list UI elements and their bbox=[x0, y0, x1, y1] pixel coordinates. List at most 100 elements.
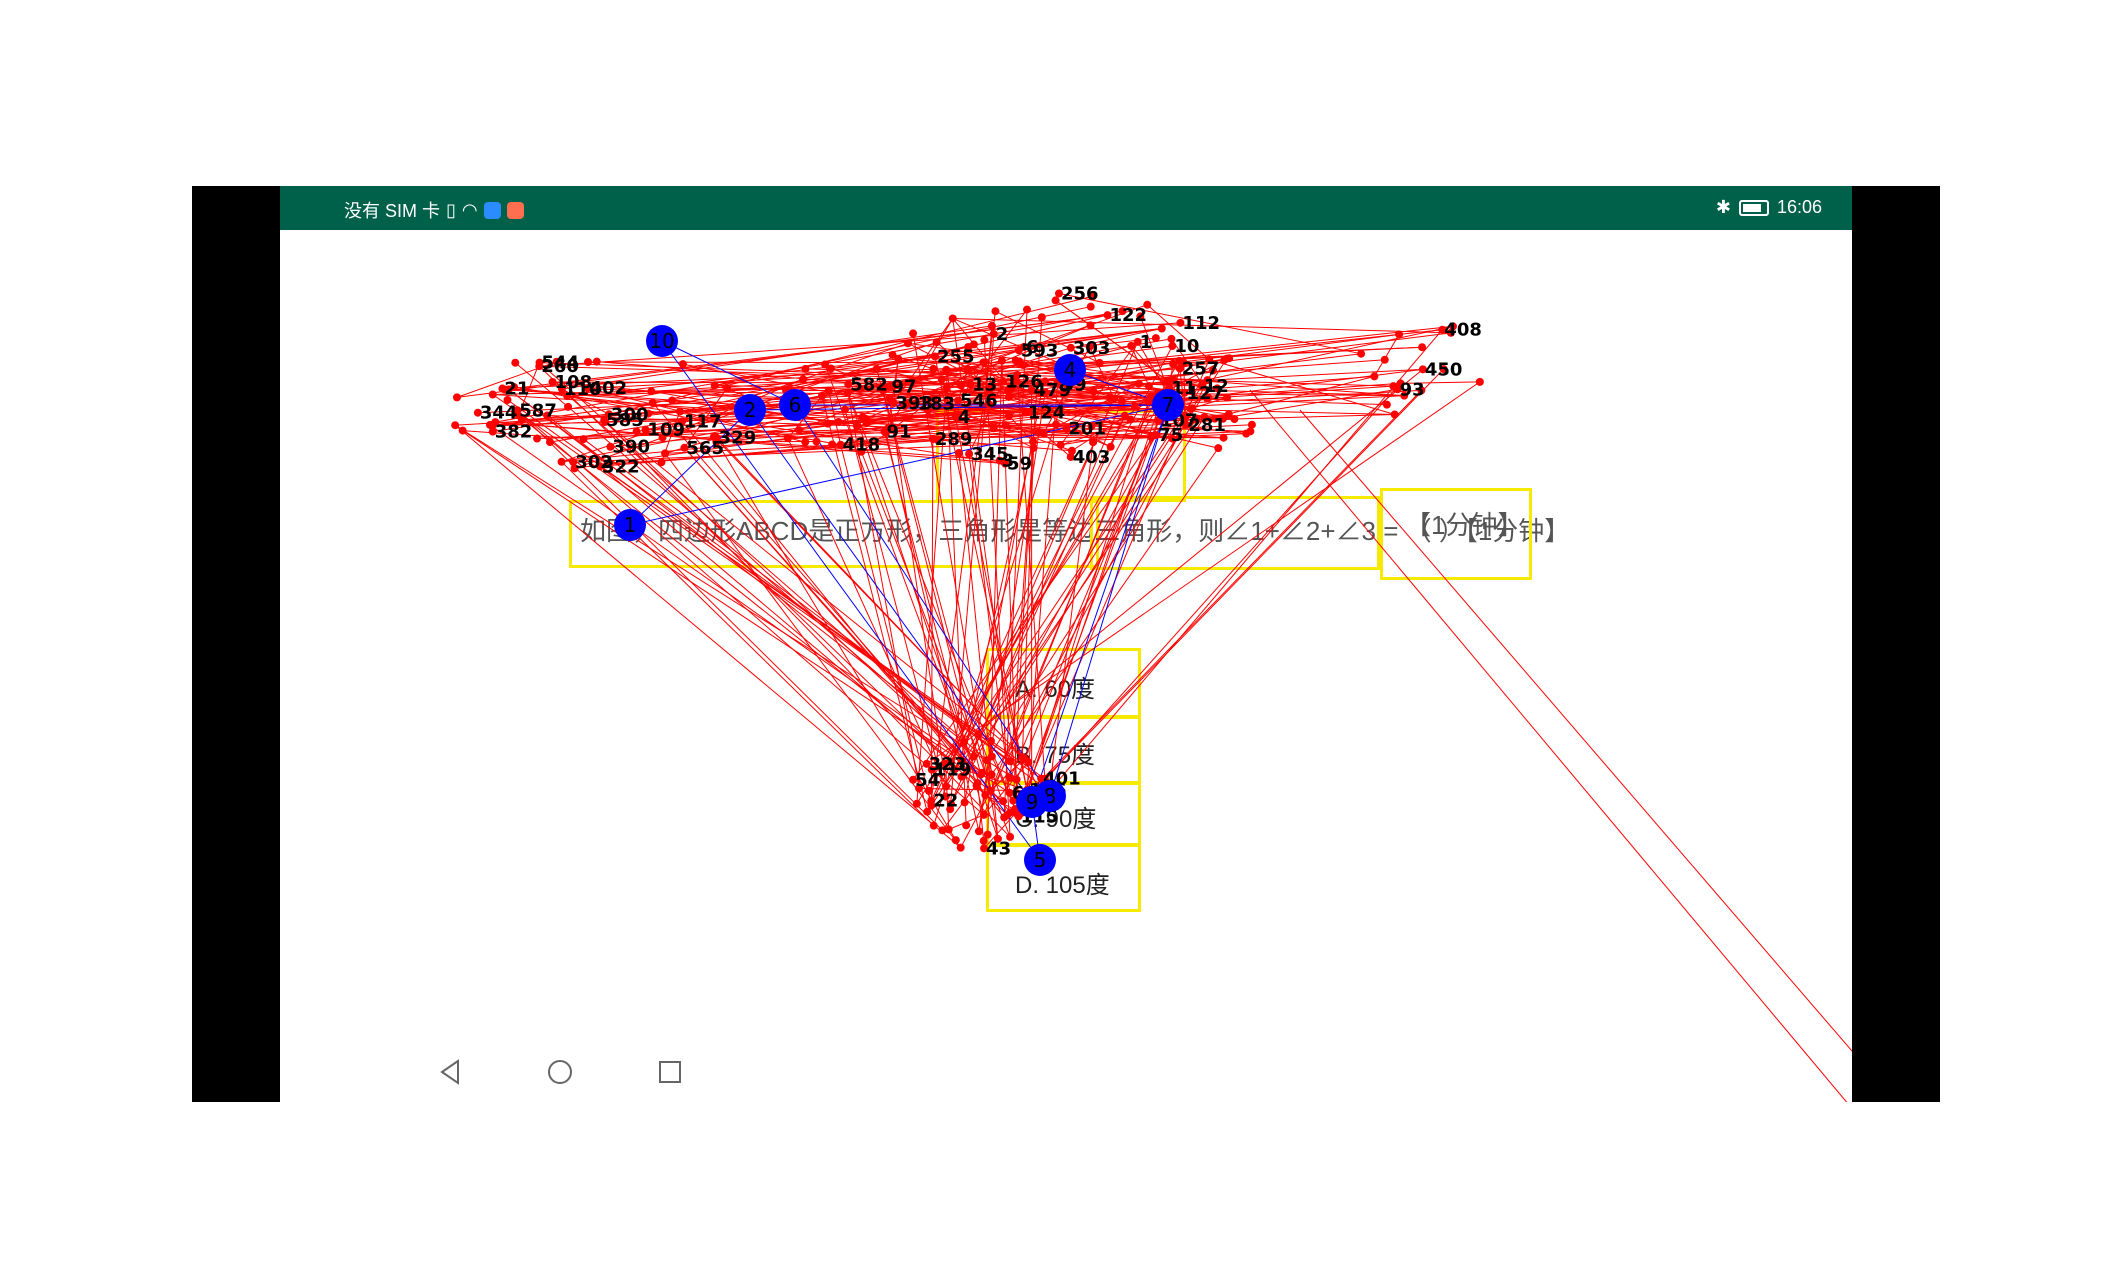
graph-node bbox=[1006, 832, 1015, 841]
graph-node bbox=[984, 399, 993, 408]
graph-node bbox=[929, 821, 938, 830]
graph-node bbox=[1203, 394, 1212, 403]
graph-edge bbox=[832, 368, 1423, 445]
graph-node bbox=[1095, 358, 1104, 367]
option-d-label: D. 105度 bbox=[1015, 872, 1110, 899]
graph-node bbox=[557, 457, 566, 466]
graph-node bbox=[1117, 397, 1126, 406]
graph-edge bbox=[856, 380, 1168, 427]
graph-edge bbox=[936, 341, 990, 389]
graph-node bbox=[661, 449, 670, 458]
node-label: 122 bbox=[1110, 305, 1148, 326]
graph-node bbox=[983, 830, 992, 839]
graph-node bbox=[960, 798, 969, 807]
graph-node bbox=[812, 437, 821, 446]
graph-node bbox=[1210, 414, 1219, 423]
node-label: 565 bbox=[686, 438, 724, 459]
graph-edge bbox=[945, 369, 1028, 791]
graph-node bbox=[979, 358, 988, 367]
graph-node bbox=[844, 380, 853, 389]
graph-node bbox=[1223, 393, 1232, 402]
graph-edge bbox=[945, 763, 1028, 791]
graph-edge bbox=[552, 381, 988, 761]
graph-node bbox=[1019, 361, 1028, 370]
recents-icon bbox=[659, 1061, 681, 1083]
graph-edge bbox=[960, 370, 1214, 848]
option-d-box[interactable]: D. 105度 bbox=[986, 844, 1141, 912]
graph-edge bbox=[926, 415, 1126, 812]
hub-label: 4 bbox=[1064, 358, 1077, 382]
graph-node bbox=[1395, 330, 1404, 339]
graph-edge bbox=[495, 310, 1123, 423]
node-label: 260 bbox=[541, 356, 579, 377]
question-box[interactable]: 如图，四边形ABCD是正方形，三角形是等边三角形，则∠1+∠2+∠3 = （ ）… bbox=[569, 500, 1570, 568]
back-button[interactable] bbox=[430, 1052, 470, 1092]
graph-node bbox=[570, 464, 579, 473]
graph-node bbox=[942, 782, 951, 791]
home-button[interactable] bbox=[540, 1052, 580, 1092]
graph-node bbox=[979, 836, 988, 845]
graph-node bbox=[1136, 312, 1145, 321]
graph-edge bbox=[561, 325, 993, 390]
node-label: 21 bbox=[504, 379, 529, 400]
graph-node bbox=[1085, 342, 1094, 351]
graph-edge bbox=[537, 413, 1395, 439]
graph-node bbox=[557, 384, 566, 393]
carrier-text: 没有 SIM 卡 bbox=[344, 201, 441, 221]
graph-edge bbox=[805, 368, 1394, 387]
back-icon bbox=[440, 1059, 459, 1085]
time-tag-box[interactable]: 【1分钟】 bbox=[1380, 488, 1532, 580]
graph-node bbox=[823, 419, 832, 428]
graph-node bbox=[583, 384, 592, 393]
graph-node bbox=[1214, 444, 1223, 453]
hub-node bbox=[779, 389, 811, 421]
graph-edge bbox=[983, 396, 1152, 816]
node-label: 183 bbox=[918, 393, 956, 414]
graph-node bbox=[1086, 321, 1095, 330]
graph-node bbox=[1168, 341, 1177, 350]
graph-node bbox=[817, 391, 826, 400]
recents-button[interactable] bbox=[650, 1052, 690, 1092]
graph-node bbox=[950, 765, 959, 774]
graph-node bbox=[909, 329, 918, 338]
node-label: 300 bbox=[611, 404, 649, 425]
graph-node bbox=[962, 821, 971, 830]
graph-node bbox=[909, 775, 918, 784]
graph-edge bbox=[599, 465, 1046, 780]
graph-edge bbox=[681, 421, 1005, 818]
graph-edge bbox=[949, 325, 993, 810]
graph-node bbox=[840, 405, 849, 414]
node-label: 201 bbox=[1068, 419, 1106, 440]
graph-node bbox=[1146, 392, 1155, 401]
node-label: 43 bbox=[986, 838, 1011, 859]
graph-node bbox=[1106, 442, 1115, 451]
node-label: 322 bbox=[602, 456, 640, 477]
graph-edge bbox=[583, 438, 1011, 762]
graph-node bbox=[1439, 365, 1448, 374]
graph-edge bbox=[561, 384, 962, 463]
graph-edge bbox=[1070, 337, 1156, 349]
graph-node bbox=[1192, 415, 1201, 424]
hub-node bbox=[734, 394, 766, 426]
graph-edge bbox=[539, 362, 1202, 387]
graph-node bbox=[658, 433, 667, 442]
graph-edge bbox=[713, 436, 957, 841]
hub-label: 6 bbox=[789, 393, 802, 417]
graph-edge bbox=[930, 415, 1186, 806]
app-badge-icon bbox=[483, 201, 501, 219]
node-label: 110 bbox=[564, 379, 602, 400]
graph-node bbox=[929, 394, 938, 403]
graph-node bbox=[1005, 788, 1014, 797]
graph-node bbox=[927, 801, 936, 810]
graph-edge bbox=[931, 368, 1424, 771]
graph-node bbox=[904, 398, 913, 407]
graph-node bbox=[1230, 415, 1239, 424]
node-label: 12 bbox=[1204, 376, 1229, 397]
graph-node bbox=[923, 807, 932, 816]
graph-node bbox=[579, 435, 588, 444]
node-label: 10 bbox=[1174, 336, 1199, 357]
graph-node bbox=[915, 784, 924, 793]
graph-node bbox=[648, 398, 657, 407]
sim-icon: ▯ bbox=[446, 199, 456, 220]
graph-node bbox=[647, 387, 656, 396]
